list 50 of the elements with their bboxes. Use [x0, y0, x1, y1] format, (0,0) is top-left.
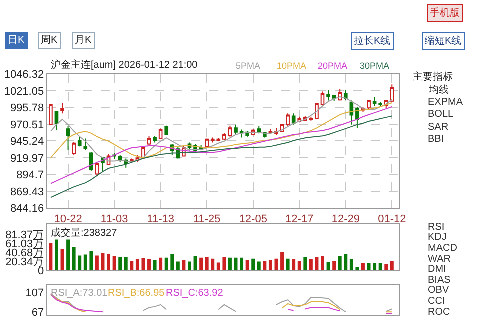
- y-tick-label: 1046.32: [4, 69, 44, 82]
- text: RSI_C:63.92: [166, 288, 224, 299]
- text: KDJ: [428, 232, 447, 243]
- y-tick-label: 0: [38, 266, 44, 278]
- y-tick-label: 844.16: [10, 202, 44, 215]
- y-tick-label: 869.43: [10, 186, 44, 198]
- text: SAR: [428, 122, 449, 133]
- text: OBV: [428, 285, 450, 296]
- x-tick-label: 11-03: [100, 213, 128, 226]
- text: RSI: [428, 222, 445, 233]
- x-tick-label: 12-05: [239, 213, 268, 226]
- text: 拉长K线: [354, 35, 391, 47]
- y-tick-label: 919.97: [10, 152, 44, 165]
- y-tick-label: 945.24: [10, 136, 44, 148]
- x-tick-label: 12-17: [286, 213, 314, 226]
- chart-title: 沪金主连[aum] 2026-01-12 21:00: [51, 59, 198, 71]
- text: CCI: [428, 296, 446, 307]
- series-label: RSI_A:73.01: [51, 288, 108, 299]
- x-tick-label: 12-29: [332, 213, 360, 226]
- text: 手机版: [430, 7, 460, 19]
- x-tick-label: 11-13: [147, 213, 174, 226]
- text: 30PMA: [360, 61, 390, 71]
- text: BIAS: [428, 275, 452, 286]
- x-tick-label: 11-25: [193, 213, 221, 226]
- text: EXPMA: [428, 97, 464, 108]
- text: 月K: [75, 35, 92, 46]
- y-tick-label: 1021.05: [4, 86, 44, 98]
- text: ROC: [428, 307, 450, 318]
- text: RSI_B:66.95: [108, 288, 166, 299]
- text: 10PMA: [277, 61, 307, 71]
- y-tick-label: 970.51: [10, 119, 44, 132]
- text: MACD: [428, 243, 458, 254]
- text: 20PMA: [318, 61, 348, 71]
- text: 日K: [8, 35, 25, 46]
- text: 主要指标: [413, 71, 453, 83]
- y-tick-label: 67: [32, 306, 44, 319]
- y-tick-label: 894.7: [16, 170, 44, 182]
- text: WAR: [428, 254, 451, 265]
- y-tick-label: 107: [26, 288, 44, 300]
- x-tick-label: 01-12: [378, 213, 406, 226]
- text: 缩短K线: [425, 35, 462, 47]
- chart-title: 成交量:238327: [51, 227, 118, 239]
- y-tick-label: 995.78: [10, 102, 44, 115]
- text: 均线: [428, 84, 449, 96]
- text: DMI: [428, 264, 446, 275]
- text: 周K: [41, 35, 58, 46]
- text: BBI: [428, 134, 444, 145]
- text: BOLL: [428, 109, 454, 120]
- text: 5PMA: [236, 61, 261, 71]
- x-tick-label: 10-22: [54, 213, 82, 226]
